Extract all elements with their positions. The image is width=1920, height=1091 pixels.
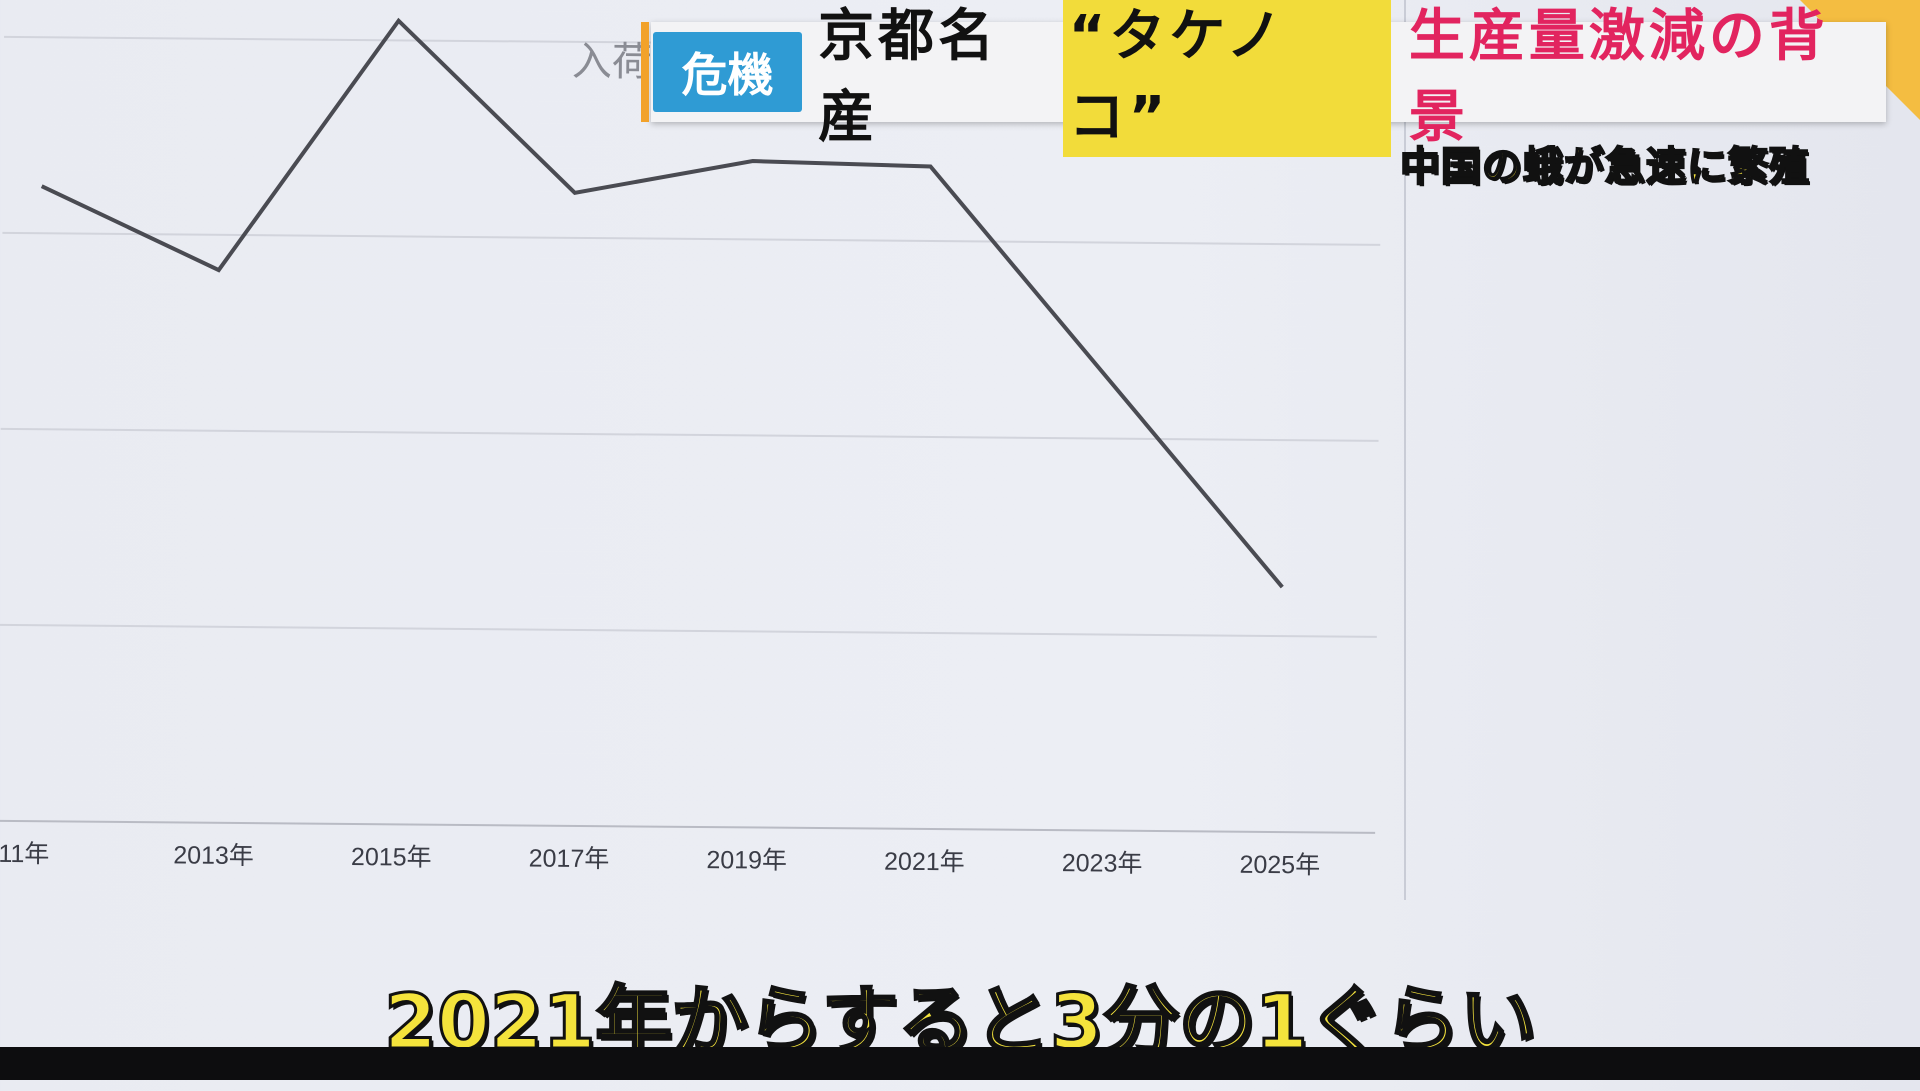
x-tick-label: 2013年 (173, 835, 254, 872)
banner-accent (641, 22, 649, 122)
headline-banner: 危機 京都名産 “タケノコ” 生産量激減の背景 (651, 22, 1886, 122)
gridline (0, 821, 1375, 833)
x-tick-label: 2015年 (351, 837, 432, 874)
headline-pink: 生産量激減の背景 (1409, 0, 1886, 153)
x-tick-label: 11年 (0, 834, 50, 870)
x-tick-label: 2017年 (529, 839, 610, 876)
bottom-bar (0, 1047, 1920, 1080)
x-tick-label: 2025年 (1239, 845, 1320, 882)
gridline (0, 625, 1377, 637)
headline-title: 京都名産 (818, 0, 1057, 153)
x-tick-label: 2021年 (884, 842, 965, 879)
x-tick-label: 2019年 (706, 840, 787, 877)
crisis-tag: 危機 (653, 32, 802, 112)
x-tick-label: 2023年 (1062, 843, 1143, 880)
subheading: 中国の蛾が急速に繁殖 (1400, 134, 1810, 192)
headline-highlight: “タケノコ” (1063, 0, 1391, 157)
gridline (1, 429, 1379, 441)
gridline (2, 233, 1380, 245)
